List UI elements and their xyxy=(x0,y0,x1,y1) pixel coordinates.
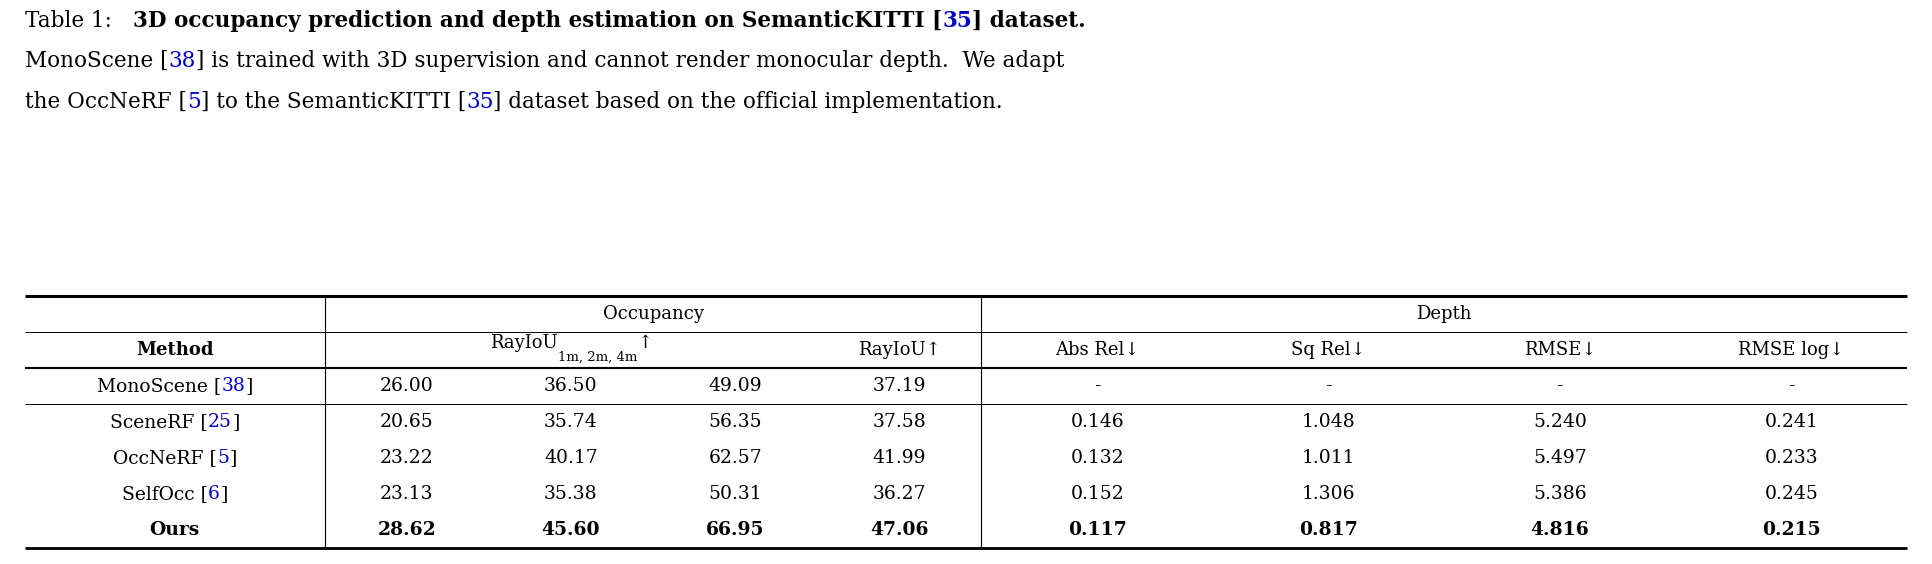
Text: 1.048: 1.048 xyxy=(1302,413,1356,431)
Text: 5.497: 5.497 xyxy=(1532,449,1586,467)
Text: RayIoU: RayIoU xyxy=(491,334,558,352)
Text: 45.60: 45.60 xyxy=(541,521,601,539)
Text: MonoScene [: MonoScene [ xyxy=(97,377,222,395)
Text: Table 1:: Table 1: xyxy=(25,10,133,32)
Text: ] dataset.: ] dataset. xyxy=(972,10,1086,32)
Text: RMSE↓: RMSE↓ xyxy=(1524,341,1596,359)
Text: 41.99: 41.99 xyxy=(873,449,925,467)
Text: 0.241: 0.241 xyxy=(1764,413,1818,431)
Text: Sq Rel↓: Sq Rel↓ xyxy=(1291,341,1366,359)
Text: 50.31: 50.31 xyxy=(709,485,761,503)
Text: ] to the SemanticKITTI [: ] to the SemanticKITTI [ xyxy=(201,91,466,113)
Text: 0.146: 0.146 xyxy=(1070,413,1124,431)
Text: 40.17: 40.17 xyxy=(545,449,597,467)
Text: ]: ] xyxy=(232,413,240,431)
Text: 56.35: 56.35 xyxy=(709,413,761,431)
Text: 0.817: 0.817 xyxy=(1298,521,1358,539)
Text: the OccNeRF [: the OccNeRF [ xyxy=(25,91,187,113)
Text: 23.13: 23.13 xyxy=(381,485,433,503)
Text: -: - xyxy=(1557,377,1563,395)
Text: Occupancy: Occupancy xyxy=(603,305,703,323)
Text: 0.132: 0.132 xyxy=(1070,449,1124,467)
Text: 35: 35 xyxy=(943,10,972,32)
Text: ]: ] xyxy=(245,377,253,395)
Text: 0.233: 0.233 xyxy=(1764,449,1818,467)
Text: 3D occupancy prediction and depth estimation on SemanticKITTI [: 3D occupancy prediction and depth estima… xyxy=(133,10,943,32)
Text: 49.09: 49.09 xyxy=(709,377,761,395)
Text: -: - xyxy=(1094,377,1101,395)
Text: SceneRF [: SceneRF [ xyxy=(110,413,209,431)
Text: 0.117: 0.117 xyxy=(1068,521,1126,539)
Text: 5.386: 5.386 xyxy=(1532,485,1586,503)
Text: 20.65: 20.65 xyxy=(381,413,433,431)
Text: 23.22: 23.22 xyxy=(381,449,433,467)
Text: 6: 6 xyxy=(209,485,220,503)
Text: 37.58: 37.58 xyxy=(873,413,925,431)
Text: RMSE log↓: RMSE log↓ xyxy=(1739,341,1845,359)
Text: 1.011: 1.011 xyxy=(1302,449,1354,467)
Text: OccNeRF [: OccNeRF [ xyxy=(114,449,216,467)
Text: 47.06: 47.06 xyxy=(869,521,929,539)
Text: RayIoU↑: RayIoU↑ xyxy=(858,341,941,359)
Text: Method: Method xyxy=(135,341,214,359)
Text: 5: 5 xyxy=(216,449,230,467)
Text: 36.27: 36.27 xyxy=(873,485,925,503)
Text: 66.95: 66.95 xyxy=(705,521,765,539)
Text: 1m, 2m, 4m: 1m, 2m, 4m xyxy=(558,350,638,363)
Text: 0.245: 0.245 xyxy=(1764,485,1818,503)
Text: 4.816: 4.816 xyxy=(1530,521,1590,539)
Text: SelfOcc [: SelfOcc [ xyxy=(122,485,209,503)
Text: 37.19: 37.19 xyxy=(873,377,925,395)
Text: 38: 38 xyxy=(168,50,195,72)
Text: 5.240: 5.240 xyxy=(1532,413,1586,431)
Text: 62.57: 62.57 xyxy=(709,449,761,467)
Text: 28.62: 28.62 xyxy=(377,521,437,539)
Text: 35: 35 xyxy=(466,91,493,113)
Text: Abs Rel↓: Abs Rel↓ xyxy=(1055,341,1140,359)
Text: MonoScene [: MonoScene [ xyxy=(25,50,168,72)
Text: 26.00: 26.00 xyxy=(381,377,433,395)
Text: ↑: ↑ xyxy=(638,334,651,352)
Text: -: - xyxy=(1325,377,1331,395)
Text: 0.215: 0.215 xyxy=(1762,521,1820,539)
Text: 35.38: 35.38 xyxy=(545,485,597,503)
Text: ]: ] xyxy=(230,449,236,467)
Text: ]: ] xyxy=(220,485,228,503)
Text: 5: 5 xyxy=(187,91,201,113)
Text: Ours: Ours xyxy=(149,521,201,539)
Text: 38: 38 xyxy=(222,377,245,395)
Text: 35.74: 35.74 xyxy=(545,413,597,431)
Text: 36.50: 36.50 xyxy=(545,377,597,395)
Text: 1.306: 1.306 xyxy=(1302,485,1354,503)
Text: 0.152: 0.152 xyxy=(1070,485,1124,503)
Text: ] is trained with 3D supervision and cannot render monocular depth.  We adapt: ] is trained with 3D supervision and can… xyxy=(195,50,1065,72)
Text: Depth: Depth xyxy=(1416,305,1472,323)
Text: ] dataset based on the official implementation.: ] dataset based on the official implemen… xyxy=(493,91,1003,113)
Text: 25: 25 xyxy=(209,413,232,431)
Text: -: - xyxy=(1787,377,1795,395)
